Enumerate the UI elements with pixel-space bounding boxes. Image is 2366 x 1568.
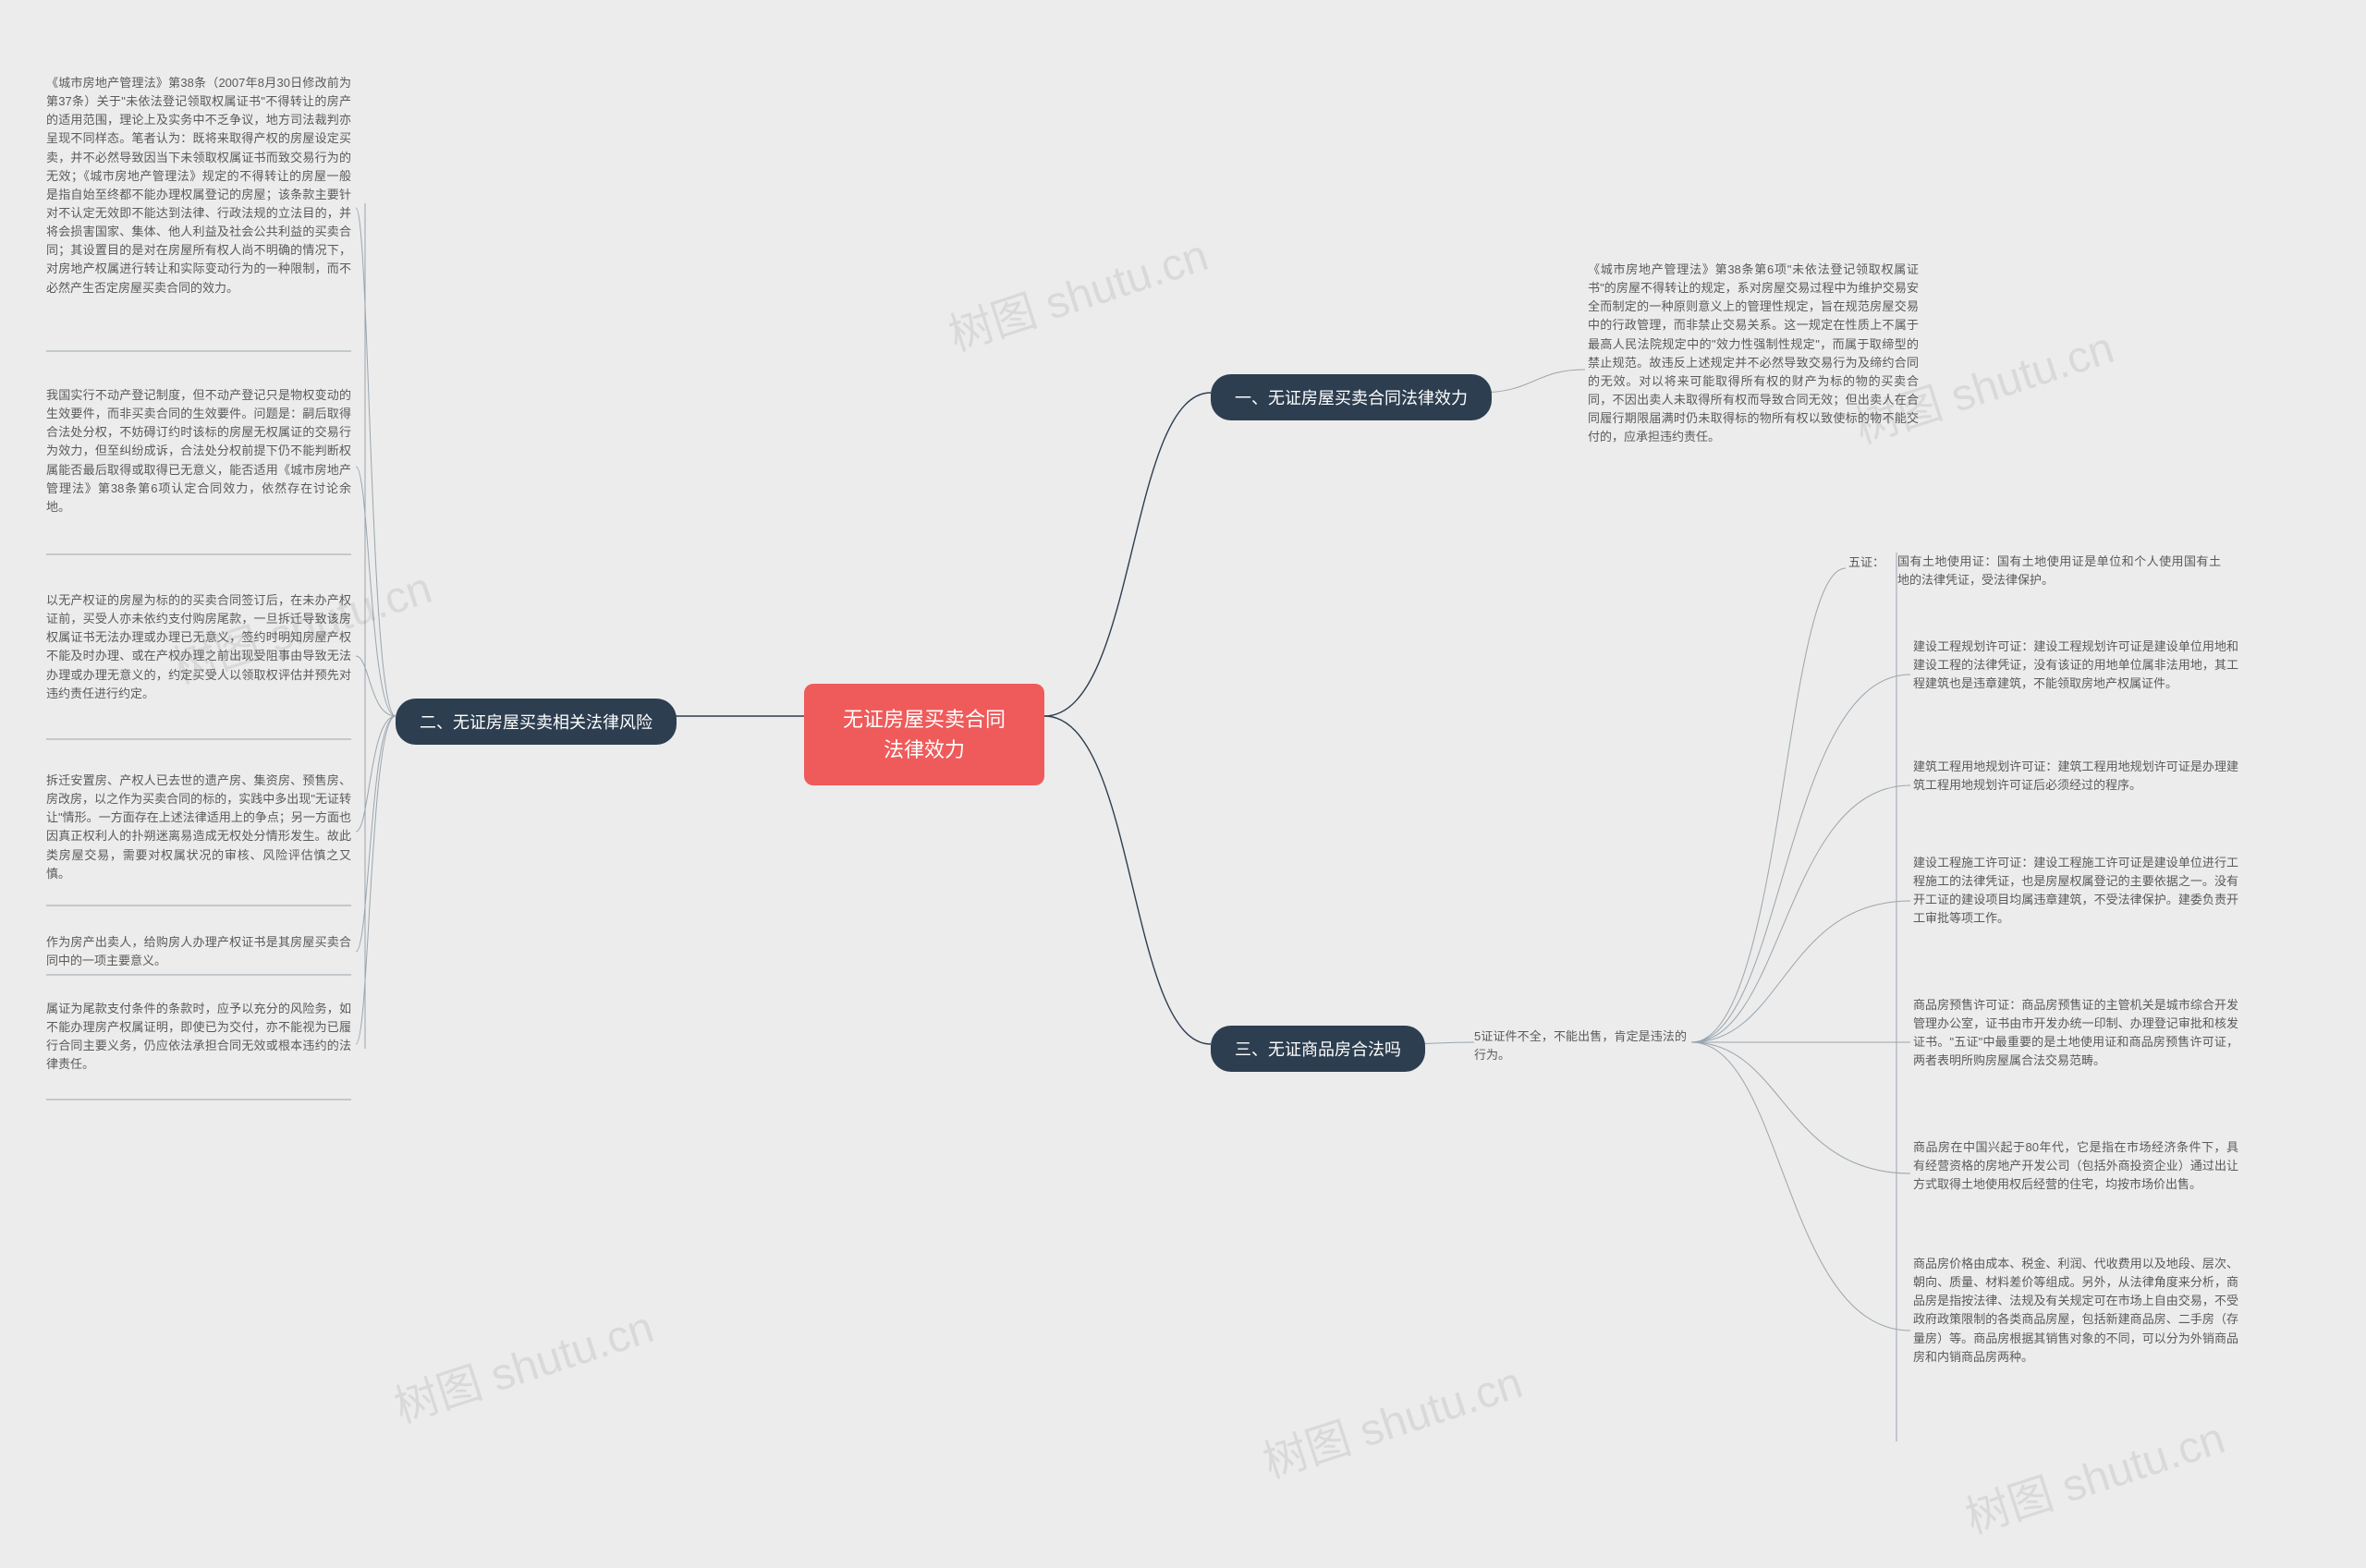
watermark: 树图 shutu.cn xyxy=(384,1291,660,1435)
b2-leaf-5: 属证为尾款支付条件的条款时，应予以充分的风险务，如不能办理房产权属证明，即使已为… xyxy=(46,1000,351,1075)
b3-leaf-0: 五证： 国有土地使用证：国有土地使用证是单位和个人使用国有土地的法律凭证，受法律… xyxy=(1848,553,2237,590)
b3-leaf-3: 建设工程施工许可证：建设工程施工许可证是建设单位进行工程施工的法律凭证，也是房屋… xyxy=(1913,854,2238,929)
branch-1: 一、无证房屋买卖合同法律效力 xyxy=(1211,374,1492,420)
branch-2: 二、无证房屋买卖相关法律风险 xyxy=(396,699,677,745)
b1-leaf-0: 《城市房地产管理法》第38条第6项"未依法登记领取权属证书"的房屋不得转让的规定… xyxy=(1588,261,1919,446)
b3-leaf-6: 商品房价格由成本、税金、利润、代收费用以及地段、层次、朝向、质量、材料差价等组成… xyxy=(1913,1255,2238,1367)
watermark: 树图 shutu.cn xyxy=(1956,1402,2231,1546)
b2-leaf-3: 拆迁安置房、产权人已去世的遗产房、集资房、预售房、房改房，以之作为买卖合同的标的… xyxy=(46,772,351,883)
b2-leaf-4: 作为房产出卖人，给购房人办理产权证书是其房屋买卖合同中的一项主要意义。 xyxy=(46,933,351,970)
b3-leaf-2: 建筑工程用地规划许可证：建筑工程用地规划许可证是办理建筑工程用地规划许可证后必须… xyxy=(1913,758,2238,795)
b3-leaf-4: 商品房预售许可证：商品房预售证的主管机关是城市综合开发管理办公室，证书由市开发办… xyxy=(1913,996,2238,1071)
b3-intermediate: 5证证件不全，不能出售，肯定是违法的行为。 xyxy=(1474,1027,1687,1064)
watermark: 树图 shutu.cn xyxy=(939,219,1214,363)
b3-leaf-5: 商品房在中国兴起于80年代，它是指在市场经济条件下，具有经营资格的房地产开发公司… xyxy=(1913,1138,2238,1194)
center-node: 无证房屋买卖合同法律效力 xyxy=(804,684,1044,785)
b2-leaf-0: 《城市房地产管理法》第38条（2007年8月30日修改前为第37条）关于"未依法… xyxy=(46,74,351,298)
branch-3: 三、无证商品房合法吗 xyxy=(1211,1026,1425,1072)
b3-leaf-1: 建设工程规划许可证：建设工程规划许可证是建设单位用地和建设工程的法律凭证，没有该… xyxy=(1913,638,2238,693)
b3-leaf-0-label: 五证： xyxy=(1848,553,1884,570)
watermark: 树图 shutu.cn xyxy=(1253,1346,1529,1490)
b2-leaf-2: 以无产权证的房屋为标的的买卖合同签订后，在未办产权证前，买受人亦未依约支付购房尾… xyxy=(46,591,351,703)
b2-leaf-1: 我国实行不动产登记制度，但不动产登记只是物权变动的生效要件，而非买卖合同的生效要… xyxy=(46,386,351,517)
b3-leaf-0-body: 国有土地使用证：国有土地使用证是单位和个人使用国有土地的法律凭证，受法律保护。 xyxy=(1897,553,2221,590)
